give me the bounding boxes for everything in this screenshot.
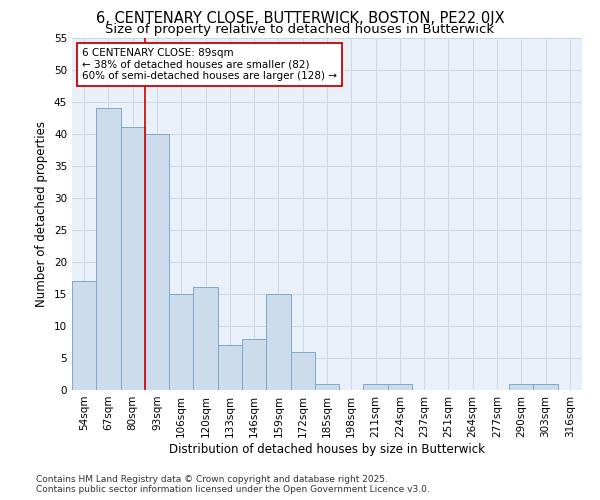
Text: 6 CENTENARY CLOSE: 89sqm
← 38% of detached houses are smaller (82)
60% of semi-d: 6 CENTENARY CLOSE: 89sqm ← 38% of detach… [82,48,337,82]
Bar [364,384,388,390]
Bar [121,127,145,390]
Bar [242,338,266,390]
Bar [533,384,558,390]
Bar [266,294,290,390]
Bar [72,281,96,390]
Text: Contains HM Land Registry data © Crown copyright and database right 2025.
Contai: Contains HM Land Registry data © Crown c… [36,474,430,494]
Y-axis label: Number of detached properties: Number of detached properties [35,120,49,306]
Bar [145,134,169,390]
Bar [290,352,315,390]
Bar [388,384,412,390]
Bar [96,108,121,390]
Bar [315,384,339,390]
Bar [509,384,533,390]
X-axis label: Distribution of detached houses by size in Butterwick: Distribution of detached houses by size … [169,442,485,456]
Text: Size of property relative to detached houses in Butterwick: Size of property relative to detached ho… [106,22,494,36]
Bar [169,294,193,390]
Text: 6, CENTENARY CLOSE, BUTTERWICK, BOSTON, PE22 0JX: 6, CENTENARY CLOSE, BUTTERWICK, BOSTON, … [95,11,505,26]
Bar [218,345,242,390]
Bar [193,288,218,390]
